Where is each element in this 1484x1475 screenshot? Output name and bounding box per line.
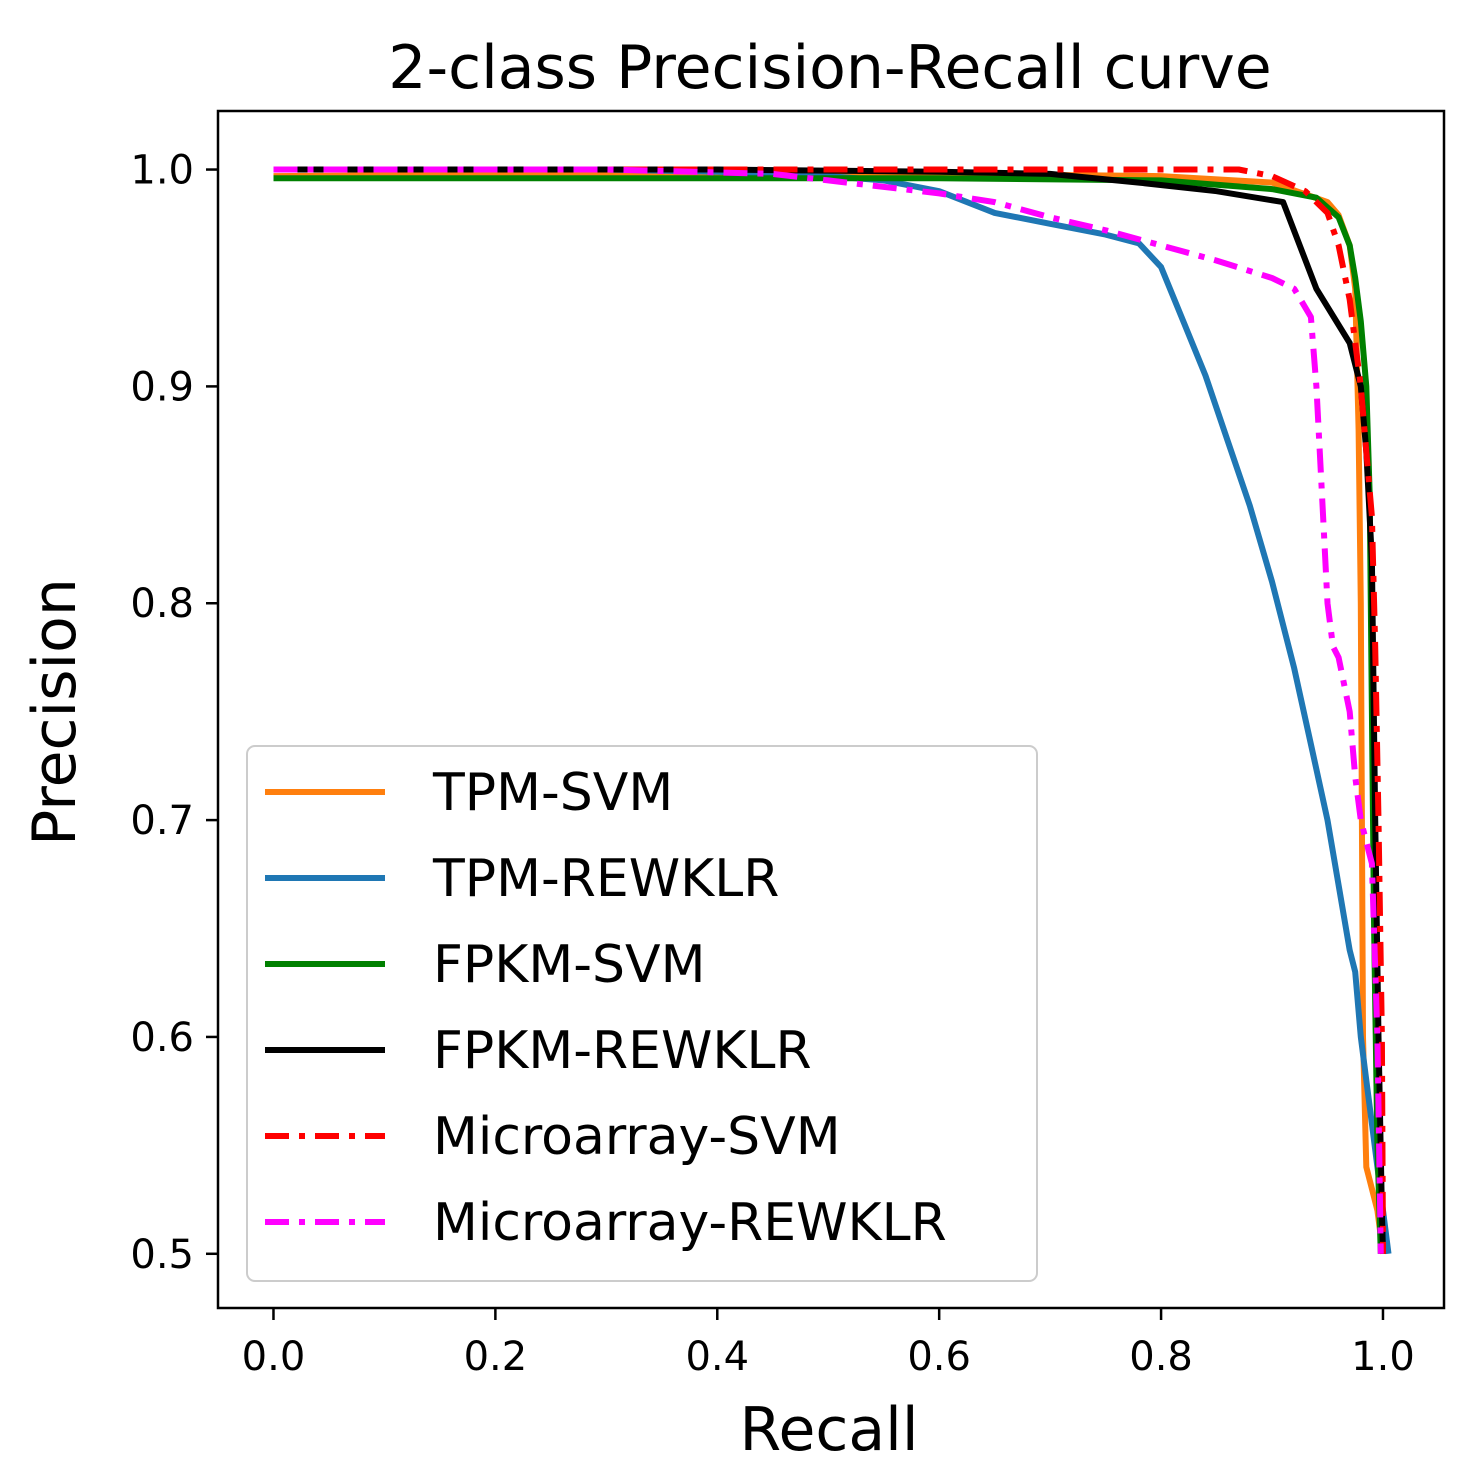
x-axis-label: Recall (739, 1395, 918, 1465)
y-axis-label: Precision (20, 578, 90, 846)
legend-label: FPKM-REWKLR (433, 1021, 812, 1081)
series-line-microarray-rewklr (273, 166, 1384, 1254)
y-tick-label: 0.6 (130, 1015, 194, 1061)
series-layer (273, 166, 1392, 1255)
y-tick-label: 1.0 (130, 148, 194, 194)
y-tick-label: 0.7 (130, 798, 194, 844)
legend-label: Microarray-REWKLR (433, 1193, 947, 1253)
x-tick-label: 0.8 (1129, 1334, 1193, 1380)
y-tick-label: 0.5 (130, 1232, 194, 1278)
x-tick-label: 0.4 (685, 1334, 749, 1380)
chart-title: 2-class Precision-Recall curve (388, 33, 1271, 103)
legend-label: FPKM-SVM (433, 935, 705, 995)
y-tick-label: 0.9 (130, 364, 194, 410)
legend-entries: TPM-SVM TPM-REWKLR FPKM-SVM FPKM-REWKLR Micr… (265, 763, 947, 1253)
series-line-fpkm-rewklr (273, 166, 1386, 1254)
legend-label: TPM-REWKLR (432, 849, 779, 909)
x-tick-label: 0.2 (464, 1334, 528, 1380)
axis-ticks: 0.0 0.2 0.4 0.6 0.8 1.0 0.5 0.6 0.7 0.8 0.9 1.0 (130, 148, 1414, 1380)
x-tick-label: 1.0 (1351, 1334, 1415, 1380)
legend-label: TPM-SVM (432, 763, 673, 823)
y-tick-label: 0.8 (130, 581, 194, 627)
x-tick-label: 0.0 (242, 1334, 306, 1380)
legend: TPM-SVM TPM-REWKLR FPKM-SVM FPKM-REWKLR Micr… (246, 745, 1038, 1282)
legend-label: Microarray-SVM (433, 1107, 841, 1167)
plot-frame (216, 109, 1446, 1310)
legend-box (246, 745, 1038, 1282)
x-tick-label: 0.6 (907, 1334, 971, 1380)
